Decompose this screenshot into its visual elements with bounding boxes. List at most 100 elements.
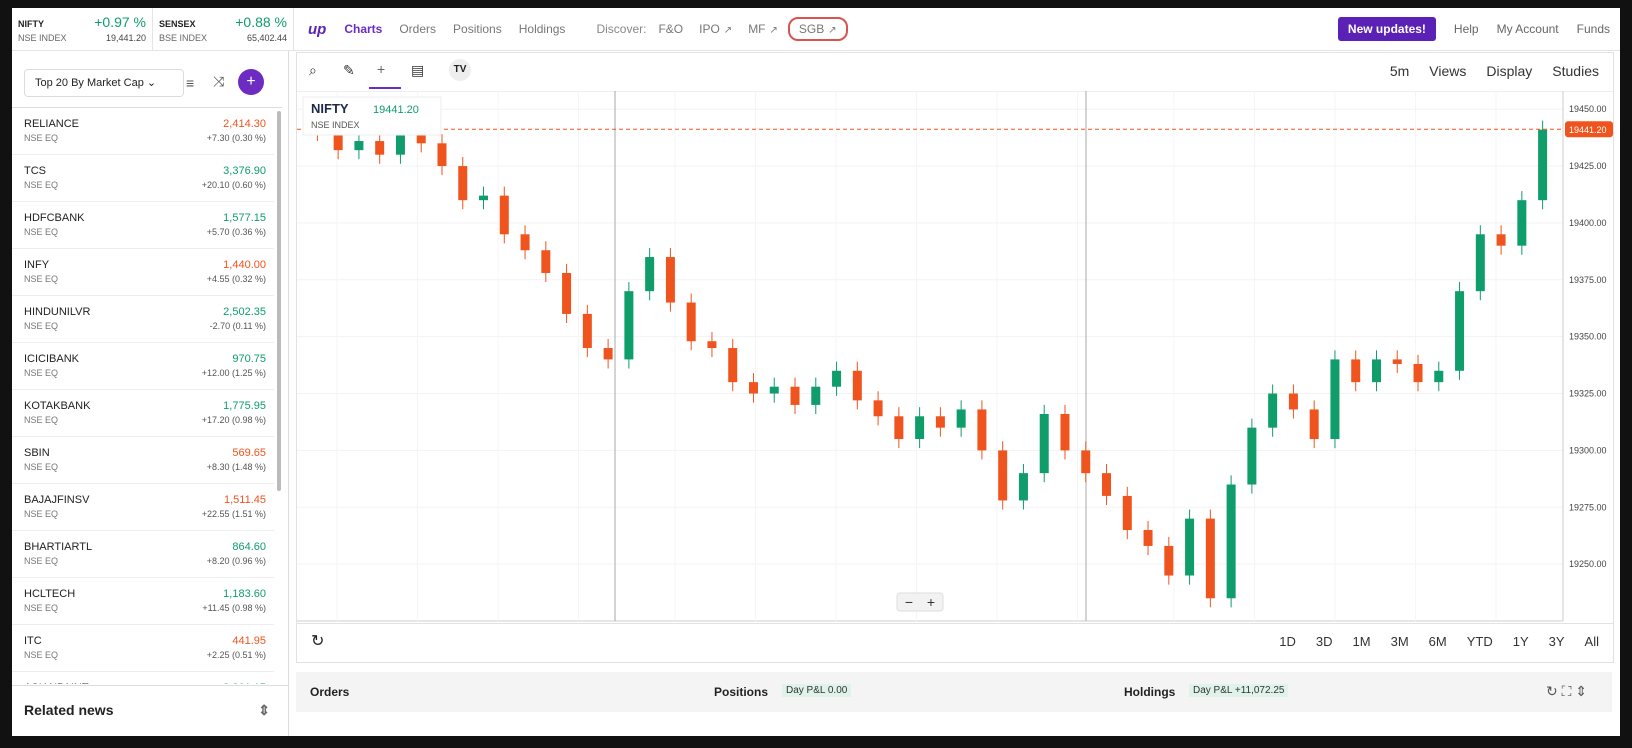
- nav-help[interactable]: Help: [1453, 22, 1479, 36]
- item-change: +8.20 (0.96 %): [206, 556, 266, 566]
- legend-exchange: NSE INDEX: [311, 120, 360, 130]
- item-symbol: BAJAJFINSV: [24, 494, 90, 506]
- item-symbol: RELIANCE: [24, 118, 80, 130]
- nav-link[interactable]: Charts: [344, 22, 383, 36]
- nav-funds[interactable]: Funds: [1576, 22, 1610, 36]
- candle-body: [1371, 359, 1381, 383]
- index-exchange: NSE INDEX: [18, 33, 67, 43]
- candle-body: [686, 302, 696, 342]
- range-button[interactable]: 1D: [1279, 634, 1296, 649]
- candle-body: [977, 409, 987, 451]
- holdings-tab[interactable]: Holdings: [1124, 685, 1176, 699]
- index-change: +0.88 %: [235, 14, 287, 30]
- range-button[interactable]: 6M: [1428, 634, 1447, 649]
- index-change: +0.97 %: [94, 14, 146, 30]
- orders-tab[interactable]: Orders: [310, 685, 350, 699]
- tv-logo[interactable]: TV: [449, 59, 471, 81]
- watchlist-item[interactable]: ASIANPAINTNSE EQ3,261.15-3.95 (0.12 %): [12, 672, 274, 684]
- related-news[interactable]: Related news ⇕: [12, 685, 288, 736]
- toolbar-menu[interactable]: Studies: [1552, 63, 1599, 79]
- item-change: +2.25 (0.51 %): [206, 650, 266, 660]
- item-symbol: HCLTECH: [24, 588, 76, 600]
- discover-link[interactable]: F&O: [658, 22, 683, 36]
- positions-tab[interactable]: Positions: [714, 685, 769, 699]
- watchlist-item[interactable]: ITC NSE EQ 441.95 +2.25 (0.51 %): [12, 625, 274, 672]
- toolbar-menu[interactable]: Views: [1429, 63, 1467, 79]
- refresh-icon[interactable]: ↻: [311, 633, 325, 650]
- watchlist-item[interactable]: HDFCBANK NSE EQ 1,577.15 +5.70 (0.36 %): [12, 202, 274, 249]
- discover-link[interactable]: IPO ↗: [699, 22, 732, 36]
- comment-tool[interactable]: ▤: [411, 62, 425, 78]
- watchlist-item[interactable]: SBIN NSE EQ 569.65 +8.30 (1.48 %): [12, 437, 274, 484]
- nav-account[interactable]: My Account: [1496, 22, 1559, 36]
- watchlist-item[interactable]: INFY NSE EQ 1,440.00 +4.55 (0.32 %): [12, 249, 274, 296]
- item-price: 441.95: [232, 635, 266, 647]
- candle-body: [437, 143, 447, 167]
- range-button[interactable]: 1M: [1352, 634, 1371, 649]
- range-button[interactable]: All: [1584, 634, 1599, 649]
- add-button[interactable]: +: [238, 69, 264, 95]
- item-change: +20.10 (0.60 %): [201, 180, 266, 190]
- item-price: 1,577.15: [223, 212, 266, 224]
- zoom-in: +: [927, 594, 935, 610]
- panel-icons[interactable]: ↻ ⛶ ⇕: [1546, 683, 1588, 699]
- draw-tool[interactable]: ✎: [343, 62, 355, 78]
- y-tick-label: 19450.00: [1569, 104, 1607, 114]
- range-button[interactable]: 3Y: [1548, 634, 1565, 649]
- watchlist-item[interactable]: HCLTECH NSE EQ 1,183.60 +11.45 (0.98 %): [12, 578, 274, 625]
- candle-body: [562, 272, 572, 314]
- interval-menu[interactable]: 5m: [1389, 63, 1410, 79]
- candle-body: [811, 386, 821, 405]
- last-price-badge: [1565, 121, 1613, 138]
- candle-body: [1122, 495, 1132, 531]
- candle-body: [998, 450, 1008, 501]
- range-button[interactable]: 1Y: [1512, 634, 1529, 649]
- watchlist-item[interactable]: BAJAJFINSV NSE EQ 1,511.45 +22.55 (1.51 %): [12, 484, 274, 531]
- item-symbol: ICICIBANK: [24, 353, 80, 365]
- watchlist-item[interactable]: TCS NSE EQ 3,376.90 +20.10 (0.60 %): [12, 155, 274, 202]
- item-price: 3,376.90: [223, 165, 266, 177]
- item-symbol: INFY: [24, 259, 50, 271]
- candlestick-chart: 19250.00 19275.00 19300.00 19325.00 19350.00…: [297, 91, 1613, 622]
- watchlist-sidebar: Top 20 By Market Cap ⌄ ≡ ⤨ + RELIANCE NSE…: [12, 51, 289, 736]
- candle-body: [852, 370, 862, 401]
- candle-body: [541, 250, 551, 273]
- nav-link[interactable]: Holdings: [518, 22, 566, 36]
- discover-link[interactable]: SGB ↗: [787, 17, 848, 41]
- logo[interactable]: up: [308, 20, 327, 38]
- new-updates-button[interactable]: New updates!: [1337, 17, 1436, 41]
- candle-body: [1413, 363, 1423, 383]
- toolbar-menu[interactable]: Display: [1486, 63, 1533, 79]
- sort-icon[interactable]: ≡: [186, 75, 195, 91]
- candle-body: [1060, 414, 1070, 451]
- expand-icon: ⇕: [258, 702, 270, 718]
- zoom-out: −: [905, 594, 913, 610]
- nav-link[interactable]: Orders: [399, 22, 437, 36]
- watchlist-item[interactable]: HINDUNILVR NSE EQ 2,502.35 -2.70 (0.11 %): [12, 296, 274, 343]
- range-button[interactable]: 3D: [1315, 634, 1333, 649]
- candle-body: [479, 195, 489, 201]
- nav-link[interactable]: Positions: [453, 22, 502, 36]
- candle-body: [707, 341, 717, 349]
- shuffle-icon[interactable]: ⤨: [213, 73, 225, 89]
- watchlist-item[interactable]: BHARTIARTL NSE EQ 864.60 +8.20 (0.96 %): [12, 531, 274, 578]
- item-exchange: NSE EQ: [24, 227, 59, 237]
- crosshair-tool[interactable]: +: [377, 61, 386, 77]
- watchlist-item[interactable]: ICICIBANK NSE EQ 970.75 +12.00 (1.25 %): [12, 343, 274, 390]
- item-price: 2,414.30: [223, 118, 266, 130]
- candle-body: [1143, 530, 1153, 546]
- discover-link[interactable]: MF ↗: [748, 22, 778, 36]
- candle-body: [728, 348, 738, 383]
- positions-pnl: Day P&L 0.00: [782, 684, 852, 697]
- item-price: 2,502.35: [223, 306, 266, 318]
- range-button[interactable]: 3M: [1390, 634, 1409, 649]
- watchlist-selector[interactable]: Top 20 By Market Cap ⌄: [24, 69, 184, 97]
- item-price: 1,511.45: [223, 494, 266, 506]
- watchlist-item[interactable]: RELIANCE NSE EQ 2,414.30 +7.30 (0.30 %): [12, 108, 274, 155]
- candle-body: [769, 386, 779, 394]
- search-tool[interactable]: ⌕: [309, 62, 317, 78]
- candle-body: [416, 129, 426, 144]
- watchlist-item[interactable]: KOTAKBANK NSE EQ 1,775.95 +17.20 (0.98 %): [12, 390, 274, 437]
- app: NIFTY +0.97 % NSE INDEX 19,441.20 SENSEX +0.8…: [12, 8, 1620, 736]
- range-button[interactable]: YTD: [1466, 634, 1493, 649]
